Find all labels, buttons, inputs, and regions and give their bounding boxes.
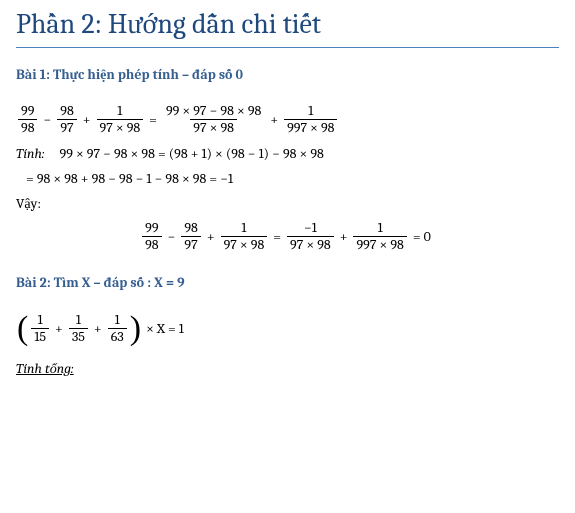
bai1-heading: Bài 1: Thực hiện phép tính – đáp số 0 <box>16 66 559 84</box>
bai1-tinh-line: Tính: 99 × 97 − 98 × 98 = (98 + 1) × (98… <box>16 145 559 162</box>
bai2-expression: ( 115 + 135 + 163 ) × X = 1 <box>16 313 559 344</box>
title-rule <box>16 47 559 48</box>
tinh-tong-label: Tính tổng: <box>16 360 559 378</box>
bai1-expression-1: 9998 − 9897 + 197 × 98 = 99 × 97 − 98 × … <box>16 104 559 135</box>
bai1-tinh-expr: 99 × 97 − 98 × 98 = (98 + 1) × (98 − 1) … <box>60 145 324 162</box>
bai2-heading: Bài 2: Tìm X – đáp số : X = 9 <box>16 274 559 291</box>
tinh-label: Tính: <box>16 145 44 162</box>
bai1-tinh-cont: = 98 × 98 + 98 − 98 − 1 − 98 × 98 = −1 <box>16 170 559 187</box>
bai1-vay: Vậy: <box>16 195 559 213</box>
bai1-expression-2: 9998 − 9897 + 197 × 98 = −197 × 98 + 199… <box>16 221 559 252</box>
watermark-text: nhanh.blogspot.com <box>355 484 575 513</box>
page-title: Phần 2: Hướng dẫn chi tiết <box>16 8 559 41</box>
